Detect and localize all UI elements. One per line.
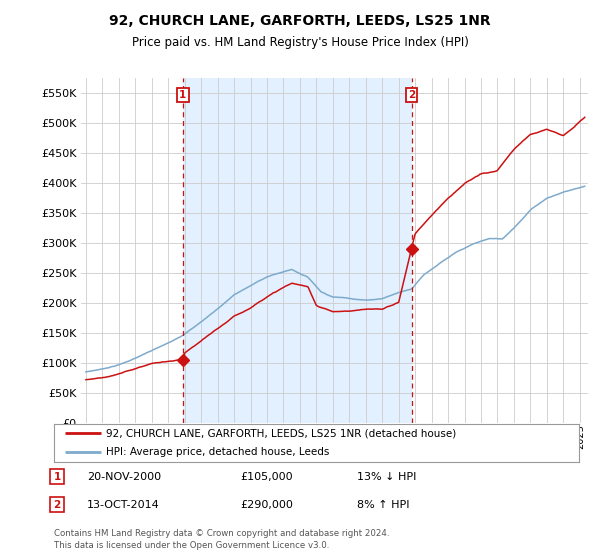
Text: 1: 1: [53, 472, 61, 482]
Text: 92, CHURCH LANE, GARFORTH, LEEDS, LS25 1NR (detached house): 92, CHURCH LANE, GARFORTH, LEEDS, LS25 1…: [107, 428, 457, 438]
Text: 13-OCT-2014: 13-OCT-2014: [87, 500, 160, 510]
Text: £105,000: £105,000: [240, 472, 293, 482]
Text: 1: 1: [179, 90, 187, 100]
Text: £290,000: £290,000: [240, 500, 293, 510]
Text: Contains HM Land Registry data © Crown copyright and database right 2024.
This d: Contains HM Land Registry data © Crown c…: [54, 529, 389, 550]
Text: 8% ↑ HPI: 8% ↑ HPI: [357, 500, 409, 510]
Text: HPI: Average price, detached house, Leeds: HPI: Average price, detached house, Leed…: [107, 447, 330, 458]
Text: 92, CHURCH LANE, GARFORTH, LEEDS, LS25 1NR: 92, CHURCH LANE, GARFORTH, LEEDS, LS25 1…: [109, 14, 491, 28]
Text: 2: 2: [408, 90, 415, 100]
Text: 20-NOV-2000: 20-NOV-2000: [87, 472, 161, 482]
Text: 2: 2: [53, 500, 61, 510]
Text: Price paid vs. HM Land Registry's House Price Index (HPI): Price paid vs. HM Land Registry's House …: [131, 36, 469, 49]
Text: 13% ↓ HPI: 13% ↓ HPI: [357, 472, 416, 482]
Bar: [183, 78, 412, 423]
